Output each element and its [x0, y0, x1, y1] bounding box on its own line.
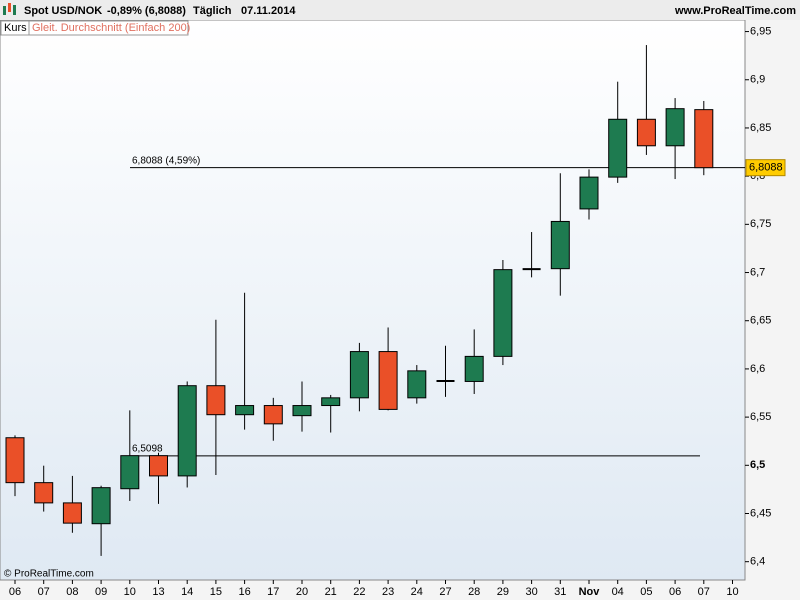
x-tick-label: 15 — [210, 586, 222, 598]
x-tick-label: 07 — [698, 586, 710, 598]
x-tick-label: 10 — [124, 586, 136, 598]
x-tick-label: 09 — [95, 586, 107, 598]
candle-body — [91, 487, 111, 525]
candle-body — [235, 405, 255, 416]
x-tick-label: 05 — [640, 586, 652, 598]
candle-body — [694, 109, 714, 169]
candle-body — [120, 455, 140, 490]
candle-body — [407, 370, 427, 399]
x-tick-label: 14 — [181, 586, 193, 598]
level-label: 6,8088 (4,59%) — [132, 155, 200, 166]
x-tick-label: 27 — [439, 586, 451, 598]
app-icon — [3, 3, 16, 15]
candle-body — [550, 220, 570, 270]
candle-body — [149, 455, 168, 477]
x-tick-label: 07 — [38, 586, 50, 598]
candle-body — [579, 176, 599, 210]
candle-body — [665, 108, 685, 147]
x-tick-label: 30 — [525, 586, 537, 598]
site: www.ProRealTime.com — [674, 5, 796, 17]
legend-box — [28, 20, 189, 36]
x-tick-label: 13 — [152, 586, 164, 598]
last-price-label: 6,8088 — [749, 162, 783, 174]
x-tick-label: 22 — [353, 586, 365, 598]
candle-body — [464, 355, 484, 382]
candle-body — [206, 385, 226, 416]
candle-body — [608, 118, 628, 178]
y-tick-label: 6,85 — [750, 122, 771, 134]
y-tick-label: 6,6 — [750, 363, 765, 375]
x-tick-label: 31 — [554, 586, 566, 598]
x-tick-label: 24 — [411, 586, 423, 598]
x-tick-label: 21 — [325, 586, 337, 598]
last-price-badge — [745, 159, 786, 177]
candle-body — [378, 351, 398, 410]
period: Täglich — [193, 5, 232, 17]
y-tick-label: 6,9 — [750, 74, 765, 86]
footer: © ProRealTime.com — [4, 569, 94, 580]
y-tick-label: 6,4 — [750, 556, 765, 568]
x-tick-label: 04 — [612, 586, 624, 598]
y-tick-label: 6,5 — [750, 459, 765, 471]
x-tick-label: 06 — [669, 586, 681, 598]
x-tick-label: 10 — [726, 586, 738, 598]
candle-body — [5, 437, 25, 484]
candle-body — [493, 269, 513, 357]
legend-price: Kurs — [4, 22, 27, 34]
x-tick-label: 06 — [9, 586, 21, 598]
x-tick-label: Nov — [579, 586, 601, 598]
header-bar — [0, 0, 800, 20]
change: -0,89% (6,8088) — [107, 5, 186, 17]
candle-body — [349, 351, 369, 399]
x-tick-label: 28 — [468, 586, 480, 598]
instrument: Spot USD/NOK — [24, 5, 102, 17]
candle-body — [263, 405, 283, 425]
y-tick-label: 6,95 — [750, 25, 771, 37]
date: 07.11.2014 — [241, 5, 296, 17]
candle-body — [34, 482, 54, 504]
level-label: 6,5098 — [132, 443, 163, 454]
candle-body — [62, 502, 82, 524]
plot-area — [0, 19, 746, 581]
y-tick-label: 6,7 — [750, 266, 765, 278]
x-tick-label: 29 — [497, 586, 509, 598]
legend-indicator: Gleit. Durchschnitt (Einfach 200) — [32, 22, 190, 34]
x-tick-label: 16 — [238, 586, 250, 598]
candle-body — [321, 397, 341, 407]
y-tick-label: 6,55 — [750, 411, 771, 423]
y-tick-label: 6,65 — [750, 315, 771, 327]
candle-body — [177, 385, 197, 477]
x-tick-label: 23 — [382, 586, 394, 598]
y-tick-label: 6,45 — [750, 507, 771, 519]
x-tick-label: 20 — [296, 586, 308, 598]
y-tick-label: 6,75 — [750, 218, 771, 230]
candle-body — [292, 405, 312, 417]
x-tick-label: 08 — [66, 586, 78, 598]
candle-body — [636, 118, 656, 147]
x-tick-label: 17 — [267, 586, 279, 598]
